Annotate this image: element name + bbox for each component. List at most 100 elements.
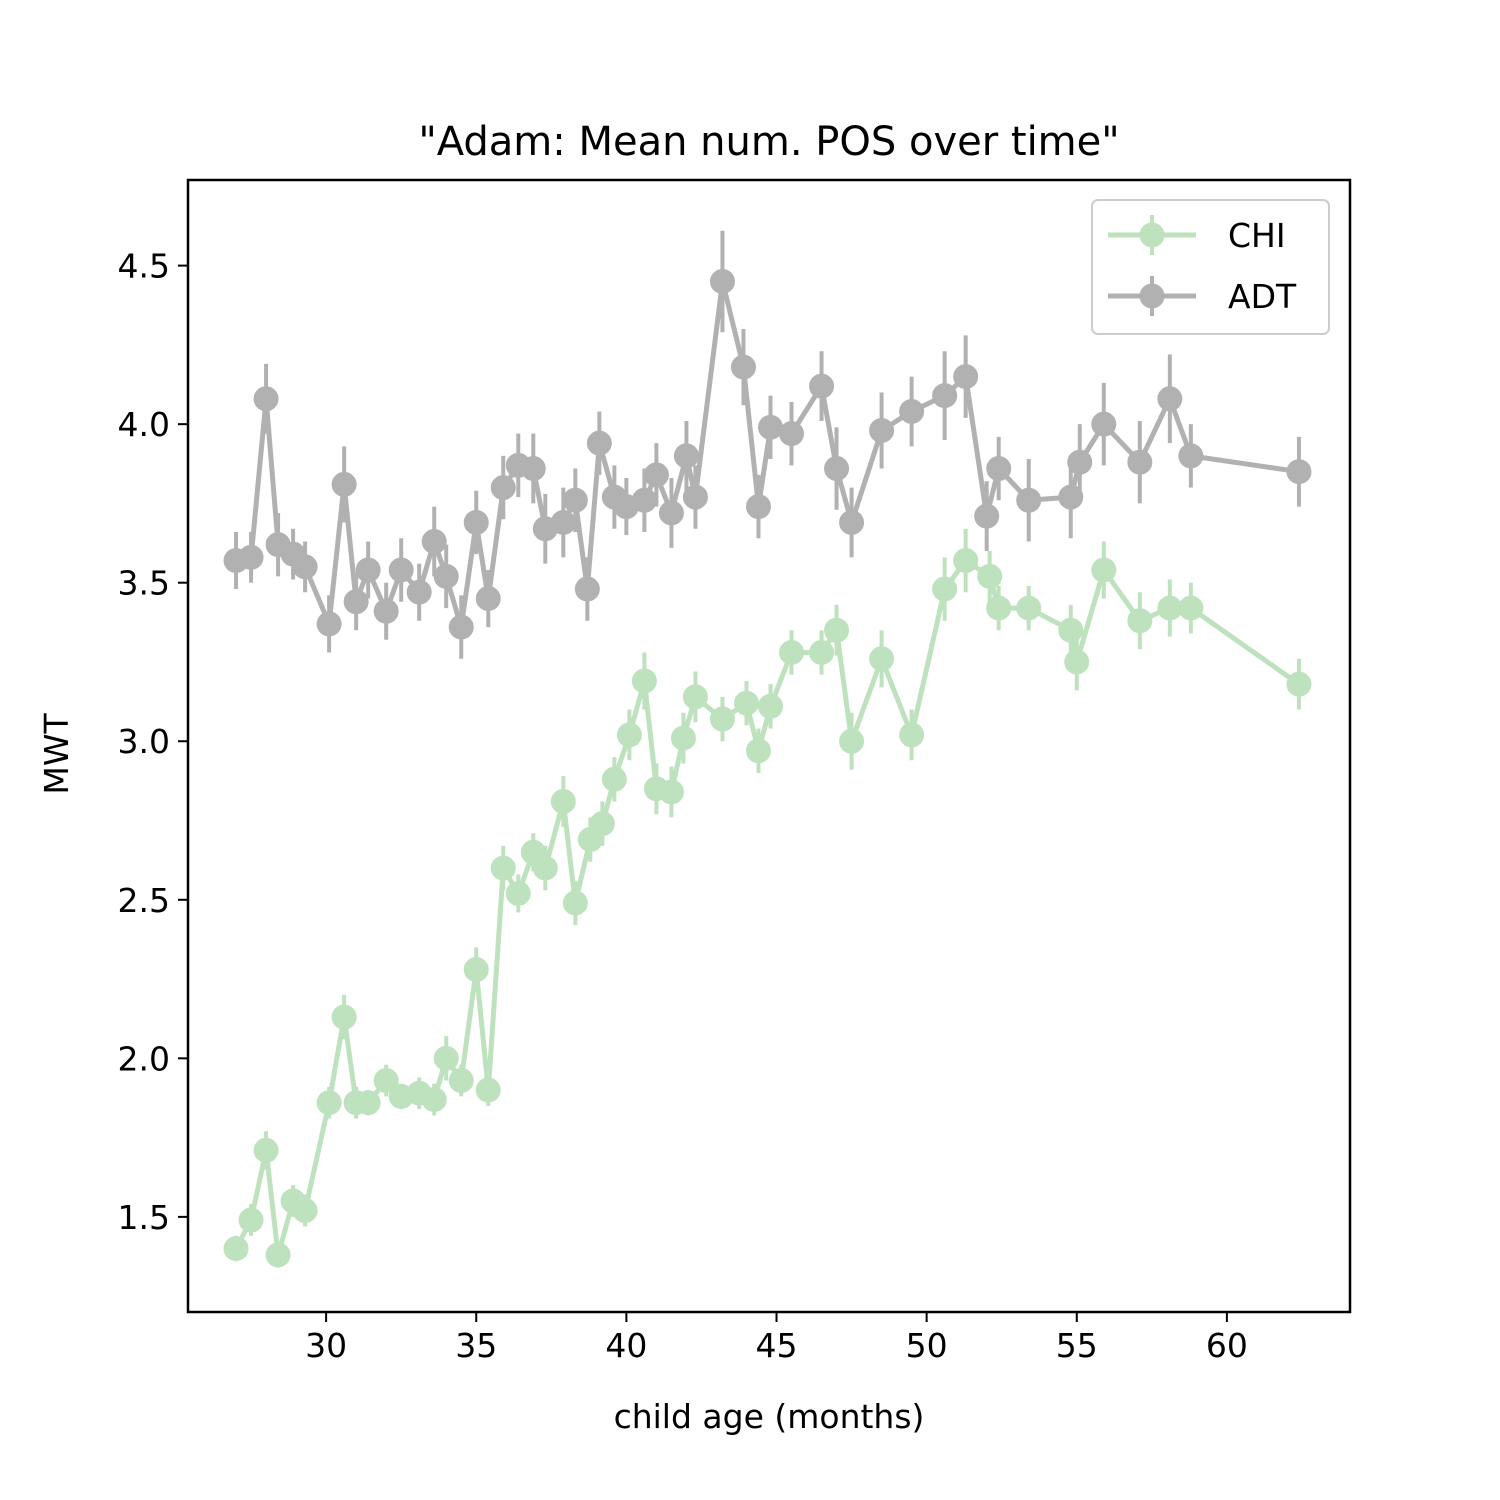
data-point: [643, 462, 669, 488]
legend-marker: [1139, 222, 1165, 248]
series-adt: [223, 230, 1312, 659]
data-point: [238, 544, 264, 570]
data-point: [758, 693, 784, 719]
data-point: [475, 1077, 501, 1103]
data-point: [932, 383, 958, 409]
data-point: [779, 421, 805, 447]
data-point: [265, 532, 291, 558]
y-tick-label: 2.5: [118, 881, 170, 920]
data-point: [562, 890, 588, 916]
data-point: [505, 880, 531, 906]
data-point: [670, 725, 696, 751]
y-axis-ticks: 1.5 2.0 2.5 3.0 3.5 4.0 4.5: [118, 247, 188, 1237]
data-point: [839, 728, 865, 754]
data-point: [631, 668, 657, 694]
chart-title: "Adam: Mean num. POS over time": [418, 119, 1119, 165]
data-point: [577, 827, 603, 853]
data-point: [758, 414, 784, 440]
data-point: [932, 576, 958, 602]
data-point: [745, 738, 771, 764]
plot-area: [188, 180, 1350, 1312]
data-point: [1178, 443, 1204, 469]
legend-box: [1091, 199, 1330, 335]
data-point: [824, 617, 850, 643]
data-point: [562, 487, 588, 513]
data-point: [589, 811, 615, 837]
y-tick-label: 1.5: [118, 1198, 170, 1237]
data-point: [1178, 595, 1204, 621]
legend: CHI ADT: [1091, 199, 1330, 335]
legend-entry-chi: CHI: [1108, 215, 1286, 255]
data-point: [1058, 484, 1084, 510]
data-point: [433, 563, 459, 589]
x-axis-ticks: 30 35 40 45 50 55 60: [305, 1312, 1248, 1365]
data-point: [331, 1004, 357, 1030]
data-point: [616, 722, 642, 748]
data-point: [1016, 487, 1042, 513]
data-point: [343, 589, 369, 615]
y-tick-label: 2.0: [118, 1039, 170, 1078]
data-point: [869, 646, 895, 672]
data-point: [899, 398, 925, 424]
x-tick-label: 60: [1206, 1326, 1248, 1365]
data-point: [1016, 595, 1042, 621]
data-point: [373, 598, 399, 624]
x-tick-label: 55: [1056, 1326, 1098, 1365]
data-point: [388, 557, 414, 583]
data-point: [986, 456, 1012, 482]
data-point: [505, 452, 531, 478]
data-point: [1286, 671, 1312, 697]
data-point: [733, 690, 759, 716]
legend-label: CHI: [1228, 216, 1286, 255]
y-tick-label: 4.0: [118, 405, 170, 444]
data-point: [331, 471, 357, 497]
y-tick-label: 3.0: [118, 722, 170, 761]
legend-label: ADT: [1228, 277, 1297, 316]
data-point: [601, 484, 627, 510]
data-point: [355, 557, 381, 583]
x-tick-label: 45: [756, 1326, 798, 1365]
x-tick-label: 50: [906, 1326, 948, 1365]
data-point: [1127, 449, 1153, 475]
series-chi: [223, 528, 1312, 1268]
y-tick-label: 4.5: [118, 247, 170, 286]
series-layer: [223, 230, 1312, 1268]
data-point: [643, 776, 669, 802]
data-point: [631, 487, 657, 513]
x-tick-label: 40: [605, 1326, 647, 1365]
legend-entry-adt: ADT: [1108, 276, 1297, 316]
data-point: [373, 1068, 399, 1094]
data-point: [475, 586, 501, 612]
data-point: [730, 354, 756, 380]
data-point: [316, 1090, 342, 1116]
data-point: [223, 1236, 249, 1262]
data-point: [899, 722, 925, 748]
data-point: [1286, 459, 1312, 485]
data-point: [448, 1068, 474, 1094]
data-point: [1157, 595, 1183, 621]
x-axis-label: child age (months): [614, 1397, 925, 1436]
data-point: [1091, 557, 1117, 583]
data-point: [280, 1188, 306, 1214]
data-point: [1064, 649, 1090, 675]
data-point: [779, 639, 805, 665]
data-point: [550, 509, 576, 535]
data-point: [809, 639, 835, 665]
series-line: [235, 279, 1300, 630]
y-tick-label: 3.5: [118, 564, 170, 603]
data-point: [1067, 449, 1093, 475]
data-point: [223, 548, 249, 574]
legend-entries: CHI ADT: [1108, 215, 1297, 316]
data-point: [682, 484, 708, 510]
data-point: [316, 611, 342, 637]
data-point: [406, 579, 432, 605]
data-point: [613, 494, 639, 520]
data-point: [490, 475, 516, 501]
data-point: [490, 855, 516, 881]
data-point: [433, 1045, 459, 1071]
data-point: [953, 364, 979, 390]
data-point: [839, 509, 865, 535]
y-axis-label: MWT: [37, 713, 76, 795]
data-point: [809, 373, 835, 399]
